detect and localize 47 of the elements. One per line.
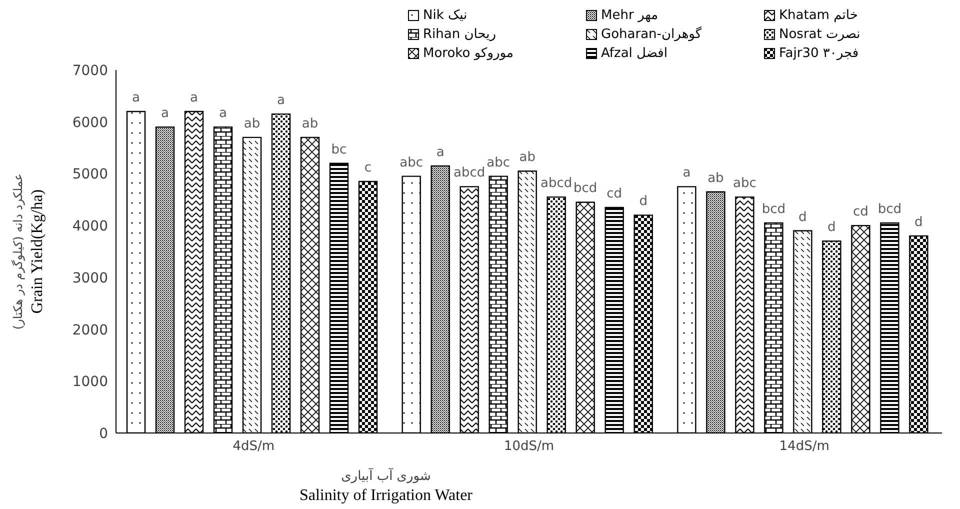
y-tick-label: 7000 <box>72 62 108 79</box>
legend-label: Nosrat نصرت <box>779 27 860 42</box>
legend-label: Moroko موروکو <box>423 46 514 61</box>
legend-label: Fajr30 فجر۳۰ <box>779 46 859 61</box>
data-label: abcd <box>540 176 572 192</box>
data-label: a <box>161 106 169 122</box>
legend-label: Khatam خاتم <box>779 8 858 23</box>
y-tick-label: 2000 <box>72 322 108 338</box>
data-label: abc <box>400 155 424 170</box>
data-label: cd <box>852 204 868 220</box>
data-label: bcd <box>878 202 902 217</box>
data-label: a <box>436 144 444 160</box>
data-label: ab <box>302 116 318 132</box>
legend-label: Afzal افضل <box>601 46 668 61</box>
y-tick-label: 3000 <box>72 270 108 286</box>
legend-label: Goharan-گوهران <box>601 27 702 42</box>
legend-label: Nik نیک <box>423 8 468 23</box>
y-tick-label: 1000 <box>72 374 108 390</box>
data-label: a <box>219 106 227 122</box>
data-label: cd <box>606 186 622 202</box>
legend-label: Rihan ریحان <box>423 27 496 42</box>
data-label: a <box>277 93 285 108</box>
data-label: bcd <box>762 202 786 217</box>
data-label: abc <box>732 176 756 192</box>
data-label: d <box>914 214 923 230</box>
data-label: abc <box>486 155 510 170</box>
y-tick-label: 0 <box>99 426 108 442</box>
y-tick-label: 6000 <box>72 114 108 131</box>
data-label: a <box>682 166 691 181</box>
data-label: bcd <box>574 181 598 196</box>
data-label: d <box>798 210 807 225</box>
x-tick-label: 4dS/m <box>232 439 275 454</box>
y-tick-label: 5000 <box>72 166 108 183</box>
x-tick-label: 14dS/m <box>779 439 830 454</box>
data-label: c <box>364 160 372 176</box>
legend-label: Mehr مهر <box>601 8 658 23</box>
data-label: d <box>639 194 648 210</box>
data-label: a <box>190 90 198 106</box>
data-label: ab <box>244 116 260 132</box>
data-label: ab <box>519 150 536 166</box>
data-label: ab <box>708 170 724 186</box>
x-tick-label: 10dS/m <box>504 439 554 454</box>
data-label: d <box>828 220 836 236</box>
data-label: bc <box>331 142 347 158</box>
data-label: abcd <box>454 166 486 181</box>
y-tick-label: 4000 <box>72 218 108 235</box>
data-label: a <box>132 90 140 106</box>
